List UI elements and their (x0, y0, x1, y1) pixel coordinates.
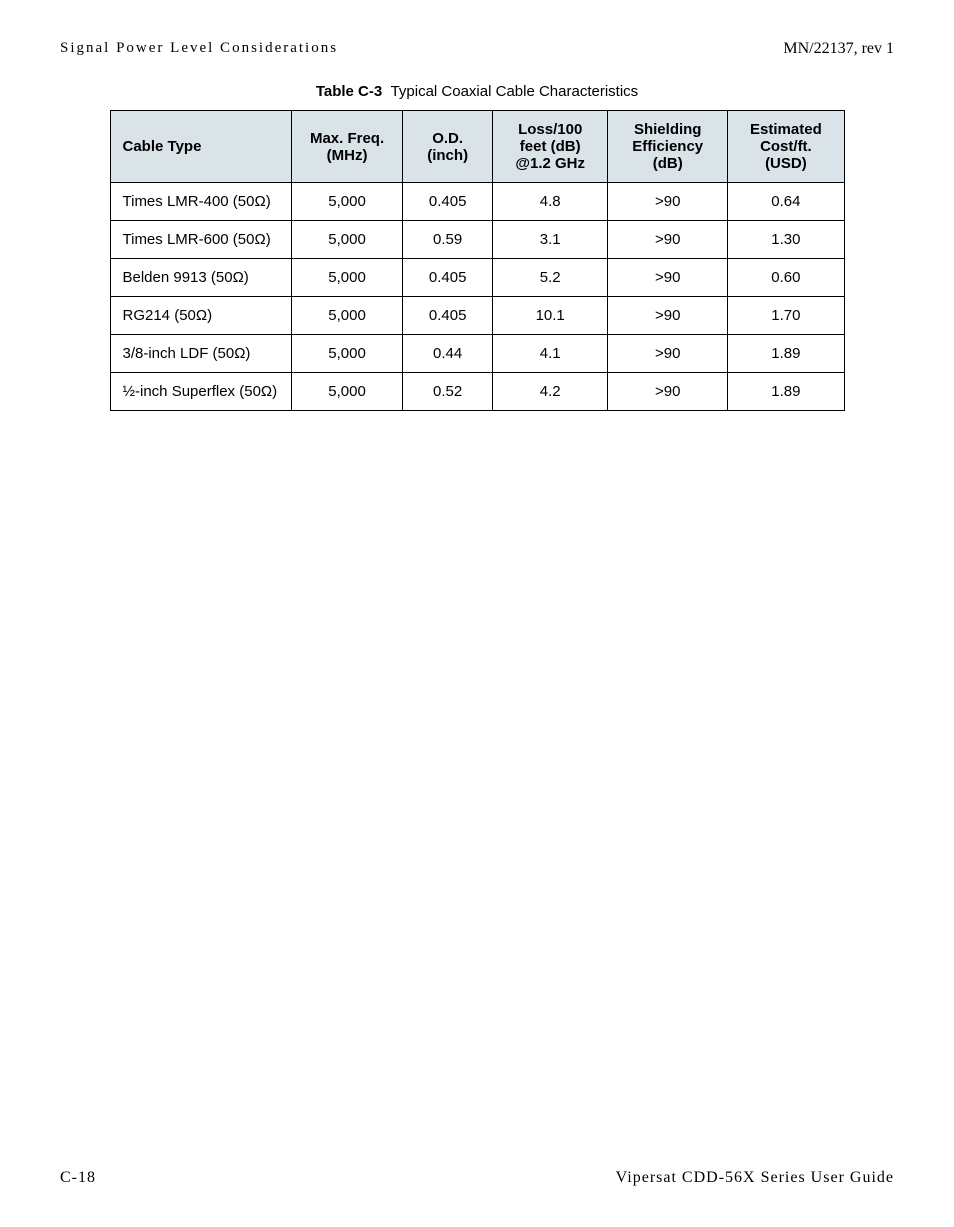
cell: >90 (608, 221, 728, 259)
table-row: Belden 9913 (50Ω) 5,000 0.405 5.2 >90 0.… (110, 259, 844, 297)
caption-title: Typical Coaxial Cable Characteristics (391, 83, 639, 100)
col-header: O.D.(inch) (403, 111, 493, 183)
col-header: Max. Freq.(MHz) (292, 111, 403, 183)
table-row: Times LMR-600 (50Ω) 5,000 0.59 3.1 >90 1… (110, 221, 844, 259)
table-caption: Table C-3 Typical Coaxial Cable Characte… (60, 83, 894, 100)
cell: 5,000 (292, 373, 403, 411)
table-row: RG214 (50Ω) 5,000 0.405 10.1 >90 1.70 (110, 297, 844, 335)
page-footer: C-18 Vipersat CDD-56X Series User Guide (60, 1169, 894, 1187)
cell: >90 (608, 373, 728, 411)
cable-table: Cable Type Max. Freq.(MHz) O.D.(inch) Lo… (110, 110, 845, 411)
col-header: Loss/100feet (dB)@1.2 GHz (493, 111, 608, 183)
cell: 5,000 (292, 221, 403, 259)
cell: 5,000 (292, 335, 403, 373)
cell: >90 (608, 183, 728, 221)
cell: 0.60 (728, 259, 844, 297)
cell: >90 (608, 297, 728, 335)
cell: Times LMR-400 (50Ω) (110, 183, 292, 221)
cell: 5,000 (292, 297, 403, 335)
cell: Times LMR-600 (50Ω) (110, 221, 292, 259)
cell: RG214 (50Ω) (110, 297, 292, 335)
cell: 1.89 (728, 335, 844, 373)
cell: ½-inch Superflex (50Ω) (110, 373, 292, 411)
cell: 3/8-inch LDF (50Ω) (110, 335, 292, 373)
cell: >90 (608, 259, 728, 297)
cell: 0.64 (728, 183, 844, 221)
cell: 3.1 (493, 221, 608, 259)
cell: 5,000 (292, 183, 403, 221)
table-row: ½-inch Superflex (50Ω) 5,000 0.52 4.2 >9… (110, 373, 844, 411)
footer-left: C-18 (60, 1169, 96, 1187)
cell: 1.70 (728, 297, 844, 335)
cell: 0.52 (403, 373, 493, 411)
cell: 5.2 (493, 259, 608, 297)
cell: 5,000 (292, 259, 403, 297)
header-row: Cable Type Max. Freq.(MHz) O.D.(inch) Lo… (110, 111, 844, 183)
cell: 1.89 (728, 373, 844, 411)
cell: 0.59 (403, 221, 493, 259)
cell: 0.405 (403, 259, 493, 297)
table-row: 3/8-inch LDF (50Ω) 5,000 0.44 4.1 >90 1.… (110, 335, 844, 373)
cell: 4.8 (493, 183, 608, 221)
cell: 0.405 (403, 297, 493, 335)
cell: 1.30 (728, 221, 844, 259)
cell: 0.405 (403, 183, 493, 221)
col-header: Cable Type (110, 111, 292, 183)
header-left: Signal Power Level Considerations (60, 40, 338, 58)
col-header: EstimatedCost/ft.(USD) (728, 111, 844, 183)
cell: Belden 9913 (50Ω) (110, 259, 292, 297)
cell: 4.2 (493, 373, 608, 411)
cell: >90 (608, 335, 728, 373)
table-row: Times LMR-400 (50Ω) 5,000 0.405 4.8 >90 … (110, 183, 844, 221)
page-header: Signal Power Level Considerations MN/221… (60, 40, 894, 58)
col-header: ShieldingEfficiency(dB) (608, 111, 728, 183)
caption-label: Table C-3 (316, 83, 382, 100)
cell: 4.1 (493, 335, 608, 373)
header-right: MN/22137, rev 1 (783, 40, 894, 58)
cell: 10.1 (493, 297, 608, 335)
footer-right: Vipersat CDD-56X Series User Guide (616, 1169, 894, 1187)
cell: 0.44 (403, 335, 493, 373)
